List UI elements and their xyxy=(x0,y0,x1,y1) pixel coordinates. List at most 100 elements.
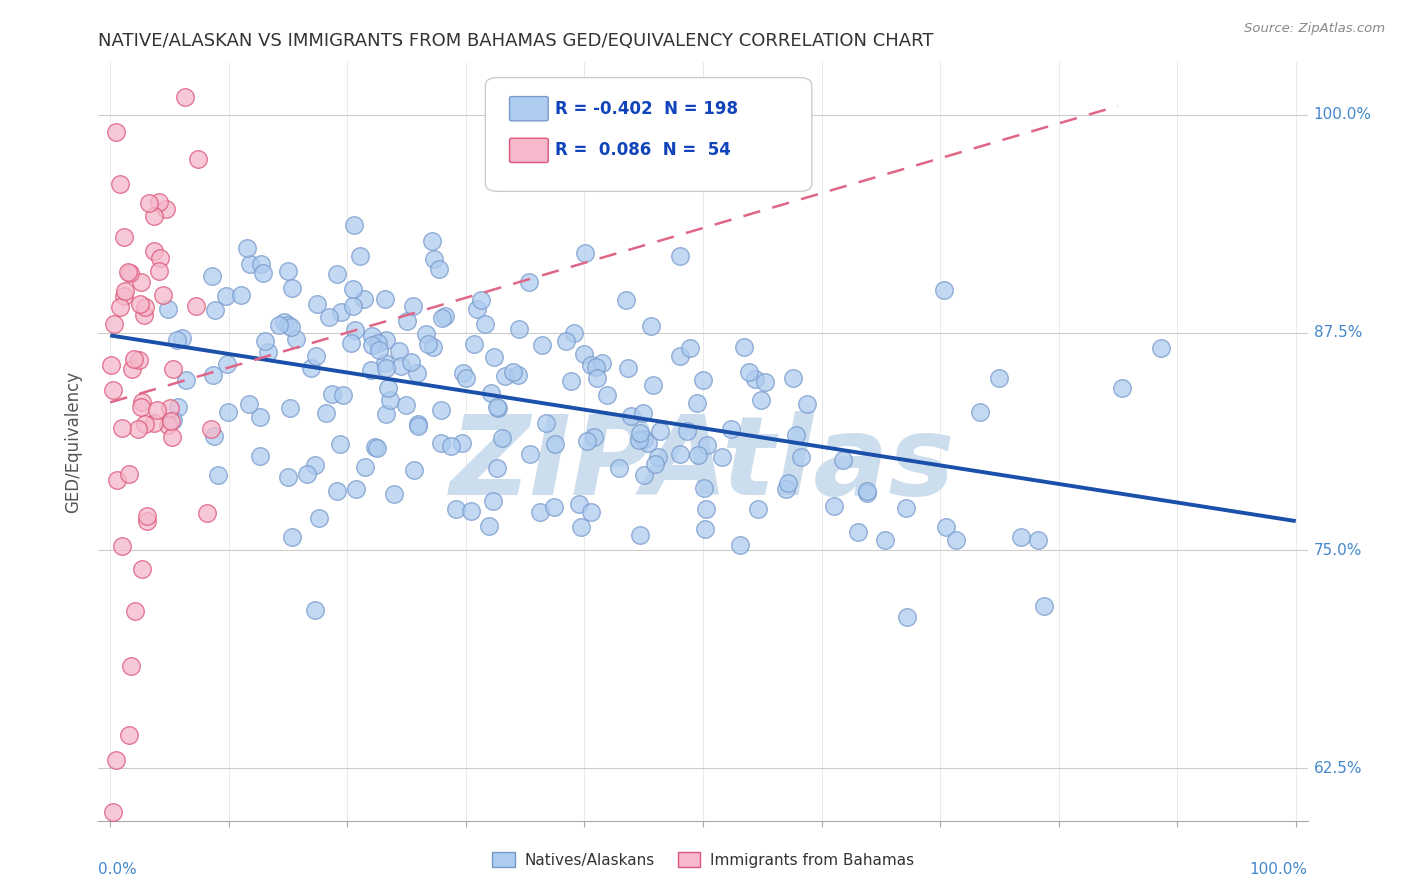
Text: 62.5%: 62.5% xyxy=(1313,761,1362,776)
Point xyxy=(329,436,352,450)
Point xyxy=(747,501,769,516)
Point xyxy=(128,352,150,367)
Point xyxy=(617,360,640,375)
Point xyxy=(273,315,295,329)
Point xyxy=(486,461,509,475)
Text: NATIVE/ALASKAN VS IMMIGRANTS FROM BAHAMAS GED/EQUIVALENCY CORRELATION CHART: NATIVE/ALASKAN VS IMMIGRANTS FROM BAHAMA… xyxy=(98,32,934,50)
Point xyxy=(100,358,122,372)
FancyBboxPatch shape xyxy=(485,78,811,191)
Point xyxy=(172,331,194,345)
Point xyxy=(696,438,718,452)
Point xyxy=(157,417,180,432)
Text: 75.0%: 75.0% xyxy=(1313,543,1362,558)
Point xyxy=(160,430,183,444)
Point xyxy=(148,195,170,210)
Point xyxy=(162,362,184,376)
Point xyxy=(406,418,429,433)
Point xyxy=(637,435,659,450)
Point xyxy=(342,299,364,313)
Point xyxy=(122,351,145,366)
Point xyxy=(402,463,425,477)
Point xyxy=(342,282,364,296)
Point xyxy=(155,202,177,216)
Point xyxy=(217,405,239,419)
Point xyxy=(249,409,271,424)
Point xyxy=(470,293,492,307)
Point xyxy=(326,484,349,499)
Point xyxy=(586,370,609,384)
Point xyxy=(585,359,607,374)
Point xyxy=(207,468,229,483)
Point xyxy=(456,371,478,385)
Point xyxy=(695,522,717,536)
Point xyxy=(675,424,697,438)
Text: 87.5%: 87.5% xyxy=(1313,325,1362,340)
Point xyxy=(482,351,505,365)
Point xyxy=(648,424,671,438)
Point xyxy=(395,314,418,328)
Point xyxy=(304,458,326,472)
Point xyxy=(482,494,505,508)
Point xyxy=(782,371,804,385)
Point xyxy=(789,450,811,464)
Point xyxy=(360,363,382,377)
Point xyxy=(136,509,159,524)
Point xyxy=(463,336,485,351)
Point xyxy=(380,392,402,407)
Point xyxy=(406,417,429,431)
Point xyxy=(101,805,124,819)
Point xyxy=(344,483,367,497)
Point xyxy=(607,460,630,475)
Point xyxy=(647,450,669,464)
Point xyxy=(159,401,181,415)
Text: R =  0.086  N =  54: R = 0.086 N = 54 xyxy=(555,142,731,160)
Point xyxy=(692,373,714,387)
Point xyxy=(374,407,396,421)
Point xyxy=(935,520,957,534)
Point xyxy=(295,467,318,481)
Point xyxy=(388,343,411,358)
Point xyxy=(641,377,664,392)
Point xyxy=(112,289,135,303)
Point xyxy=(131,395,153,409)
Point xyxy=(873,533,896,547)
Point xyxy=(367,336,389,351)
Point xyxy=(252,266,274,280)
Point xyxy=(340,335,363,350)
Point xyxy=(304,603,326,617)
Point xyxy=(202,428,225,442)
Point xyxy=(135,514,157,528)
Point xyxy=(395,398,418,412)
Point xyxy=(105,753,128,767)
Point xyxy=(628,433,651,447)
Point xyxy=(375,361,398,376)
Point xyxy=(415,327,437,342)
Point xyxy=(277,318,299,332)
Point xyxy=(105,125,128,139)
Point xyxy=(160,414,183,428)
Point xyxy=(187,153,209,167)
Point xyxy=(572,347,595,361)
Point xyxy=(633,432,655,446)
Point xyxy=(129,275,152,289)
Point xyxy=(1026,533,1049,547)
FancyBboxPatch shape xyxy=(509,96,548,120)
Point xyxy=(143,244,166,258)
Point xyxy=(644,457,666,471)
Point xyxy=(236,241,259,255)
Point xyxy=(238,397,260,411)
Point xyxy=(353,292,375,306)
Point xyxy=(434,309,457,323)
Point xyxy=(416,336,439,351)
Point xyxy=(754,375,776,389)
Point xyxy=(596,388,619,402)
Point xyxy=(460,504,482,518)
Point xyxy=(506,368,529,382)
Point xyxy=(508,322,530,336)
Point xyxy=(134,417,156,431)
Point xyxy=(131,562,153,576)
Point xyxy=(453,366,475,380)
Point xyxy=(749,392,772,407)
Point xyxy=(142,210,165,224)
Point xyxy=(342,218,364,232)
